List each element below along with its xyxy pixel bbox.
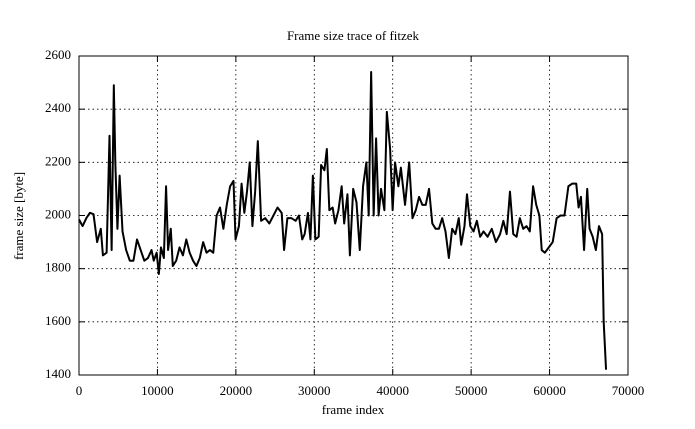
- x-axis-label: frame index: [322, 402, 385, 417]
- y-tick-label: 2200: [45, 153, 71, 168]
- x-tick-label: 0: [76, 383, 83, 398]
- data-line: [78, 70, 608, 370]
- x-tick-label: 50000: [455, 383, 488, 398]
- x-tick-label: 60000: [533, 383, 566, 398]
- x-tick-label: 20000: [220, 383, 253, 398]
- chart-title: Frame size trace of fitzek: [287, 28, 420, 43]
- plot-frame: [78, 55, 629, 376]
- x-tick-label: 70000: [612, 383, 645, 398]
- y-tick-label: 2400: [45, 100, 71, 115]
- y-tick-label: 1400: [45, 366, 71, 381]
- y-tick-label: 2600: [45, 47, 71, 62]
- x-tick-label: 40000: [376, 383, 409, 398]
- y-tick-label: 1600: [45, 313, 71, 328]
- y-tick-label: 1800: [45, 260, 71, 275]
- x-tick-label: 30000: [298, 383, 331, 398]
- x-tick-label: 10000: [141, 383, 174, 398]
- y-tick-label: 2000: [45, 206, 71, 221]
- y-axis-label: frame size [byte]: [11, 172, 26, 260]
